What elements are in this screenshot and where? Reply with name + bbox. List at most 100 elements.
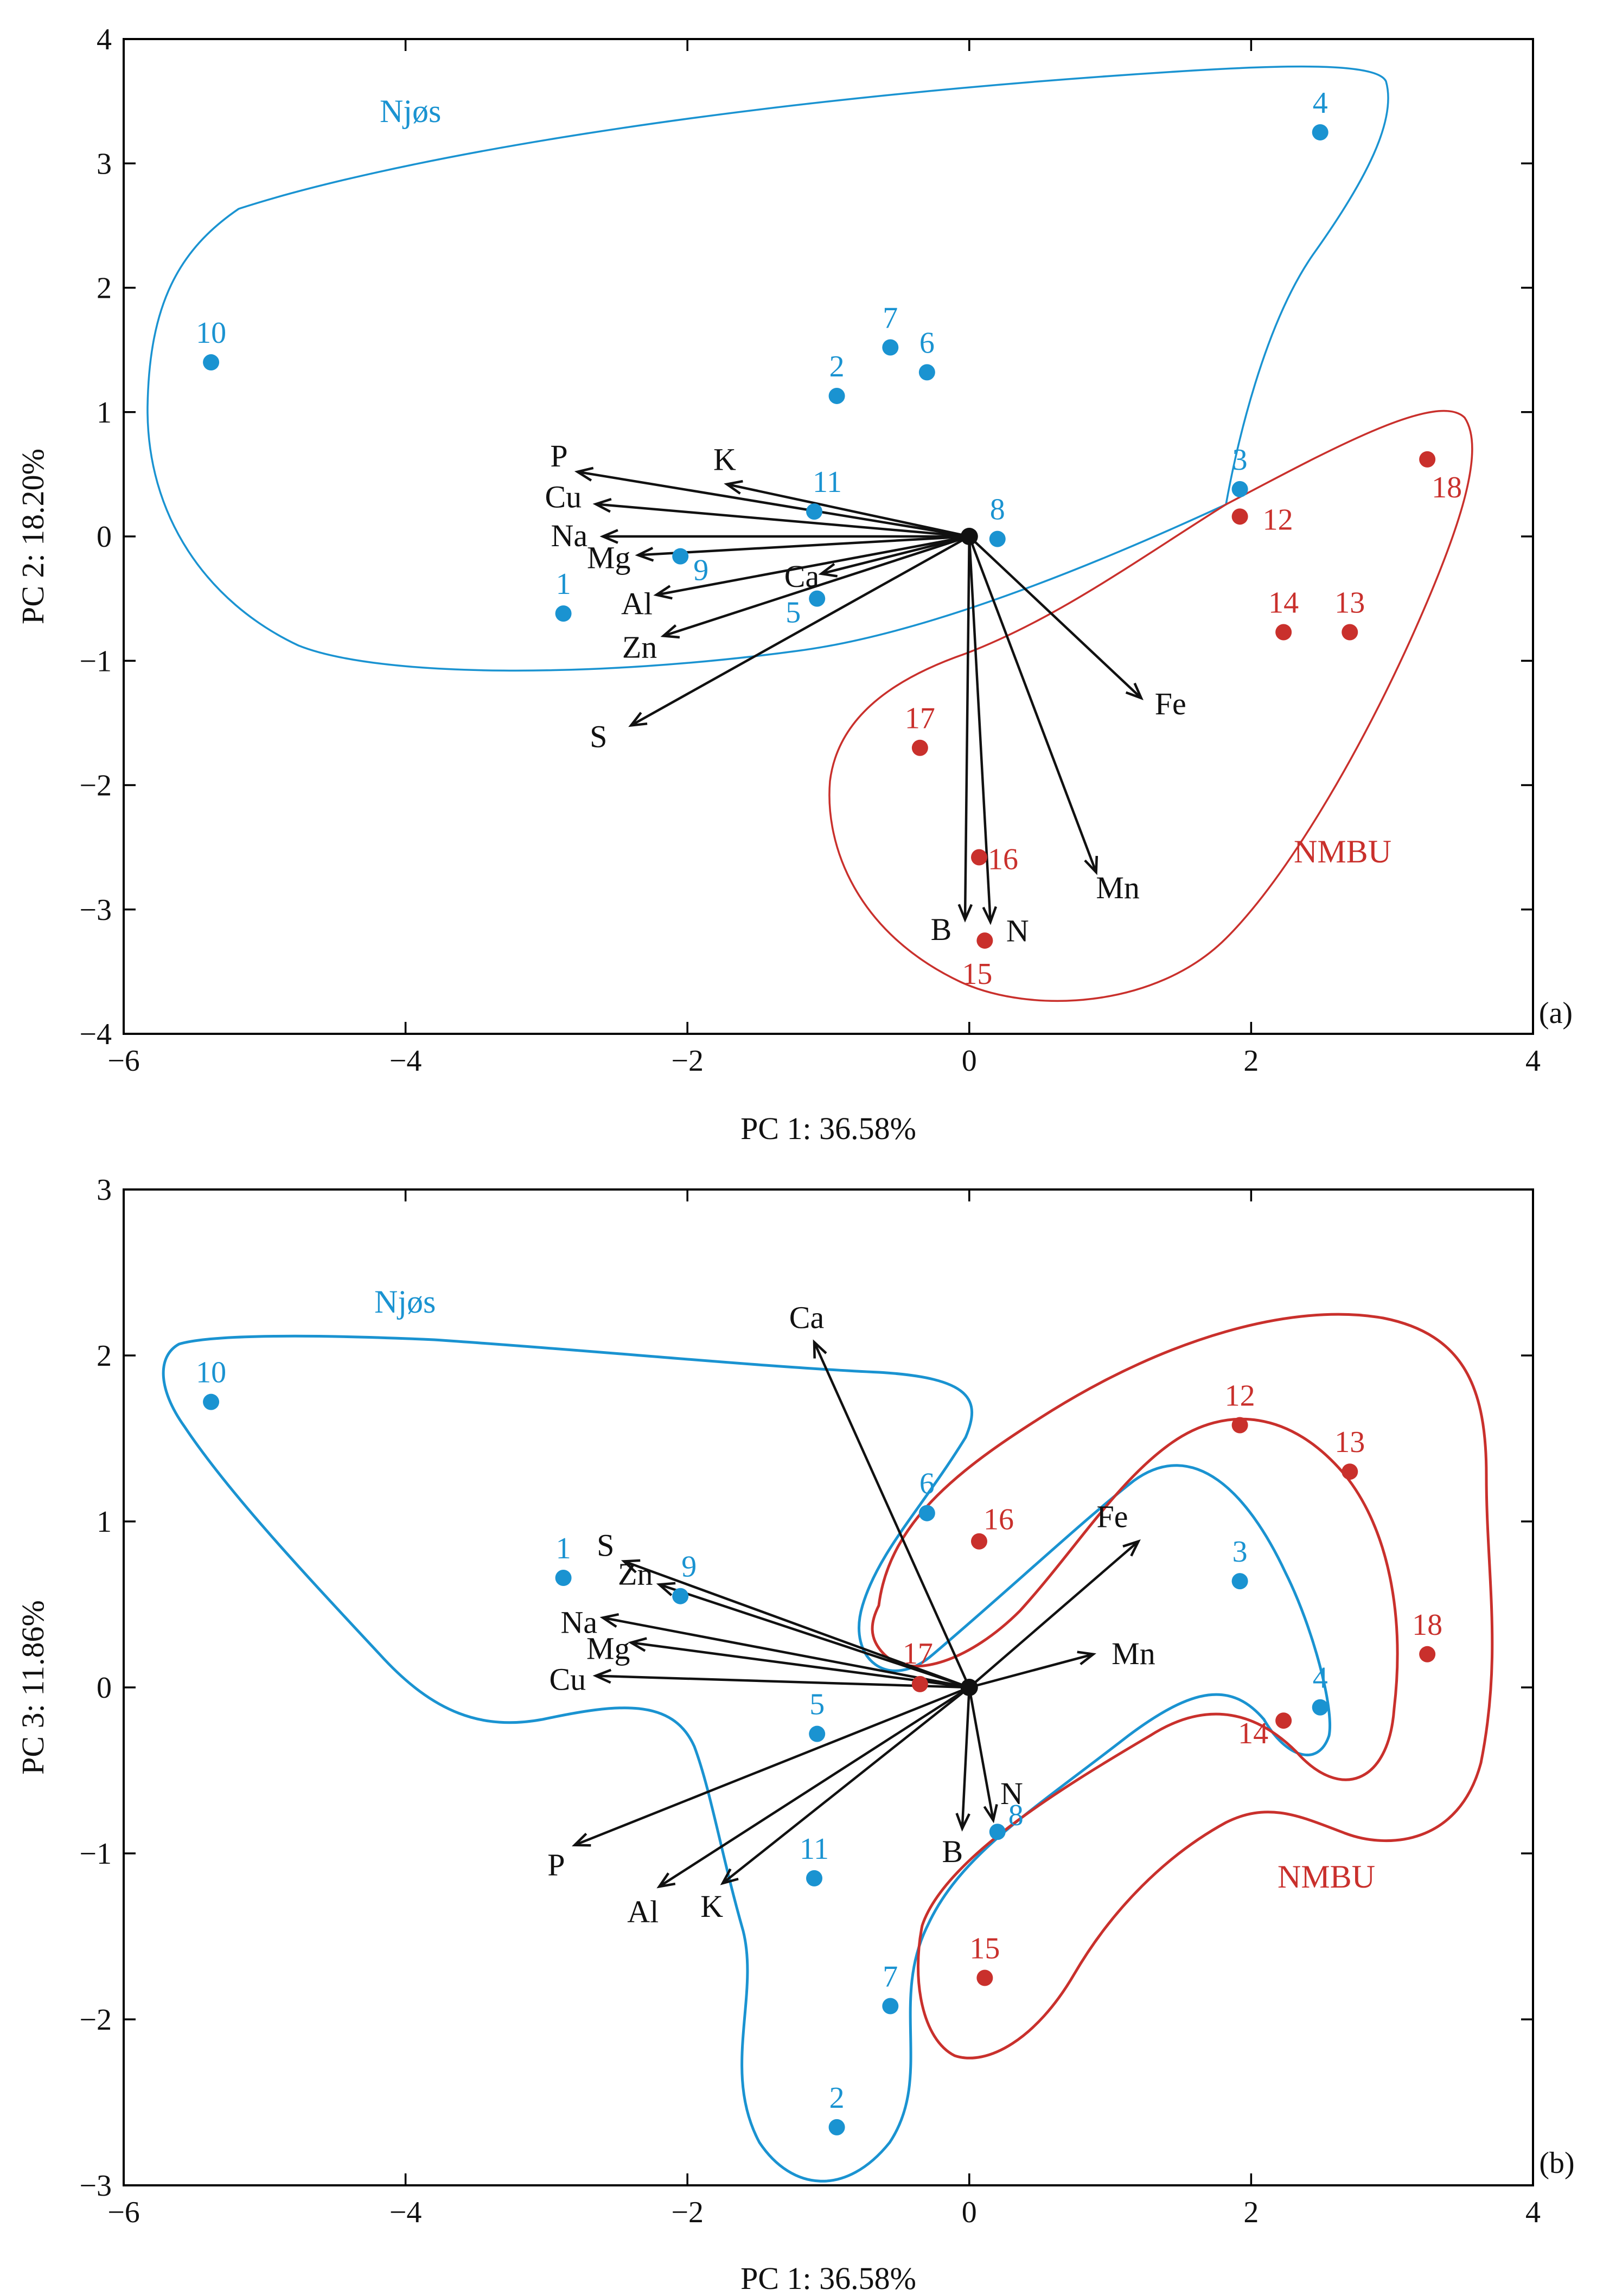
y-tick-label: 1 <box>97 1505 112 1539</box>
sample-label-13: 13 <box>1334 586 1365 620</box>
nmbu-enclosure-b <box>871 1313 1494 2060</box>
loading-vector-al <box>656 535 970 596</box>
sample-point-7 <box>882 1998 899 2014</box>
sample-point-4 <box>1312 124 1328 140</box>
arrowhead-na <box>599 529 618 544</box>
arrowhead-k <box>724 479 743 495</box>
sample-point-11 <box>806 503 823 520</box>
loading-vector-p <box>577 470 970 538</box>
sample-point-18 <box>1419 1646 1436 1662</box>
loading-label-mn: Mn <box>1096 870 1140 905</box>
panel-b-ylabel: PC 3: 11.86% <box>15 1600 50 1775</box>
loading-vector-na <box>602 1616 970 1689</box>
y-tick-label: −4 <box>79 1018 112 1051</box>
loading-label-mg: Mg <box>586 1630 630 1666</box>
sample-point-10 <box>203 1393 220 1410</box>
sample-label-13: 13 <box>1334 1425 1365 1459</box>
sample-point-15 <box>976 932 993 949</box>
loading-label-na: Na <box>560 1604 597 1640</box>
panel-a-origin-dot <box>960 528 978 545</box>
sample-label-6: 6 <box>919 1467 935 1501</box>
x-tick-label: −2 <box>671 1044 704 1078</box>
y-tick-label: 2 <box>97 272 112 305</box>
sample-point-18 <box>1419 451 1436 468</box>
y-tick-label: −3 <box>79 2169 112 2203</box>
sample-point-7 <box>882 339 899 356</box>
group-label-njos-a: Njøs <box>380 93 441 129</box>
arrowhead-p <box>574 466 594 482</box>
loading-vector-k <box>726 483 970 538</box>
arrowhead-zn <box>660 624 680 639</box>
loading-label-s: S <box>590 719 607 754</box>
loading-vector-k <box>721 1686 970 1884</box>
arrowhead-n <box>982 906 998 925</box>
sample-label-16: 16 <box>988 842 1018 876</box>
loading-vector-b <box>963 536 971 920</box>
y-tick-label: −1 <box>79 644 112 678</box>
sample-label-15: 15 <box>969 1932 1000 1966</box>
loading-vector-ca <box>813 1341 970 1688</box>
y-tick-label: 1 <box>97 396 112 430</box>
arrowhead-mg <box>635 547 654 562</box>
sample-label-8: 8 <box>1008 1799 1024 1832</box>
x-tick-label: 2 <box>1243 2196 1259 2229</box>
sample-label-11: 11 <box>800 1832 829 1866</box>
panel-b-letter: (b) <box>1539 2146 1574 2180</box>
sample-label-7: 7 <box>883 1960 898 1994</box>
arrowhead-b <box>957 904 973 923</box>
arrowhead-al <box>653 585 673 600</box>
sample-point-5 <box>809 590 826 607</box>
loading-vector-cu <box>596 503 969 538</box>
loading-label-zn: Zn <box>622 629 657 664</box>
x-tick-label: −4 <box>389 1044 422 1078</box>
loading-label-p: P <box>547 1847 565 1883</box>
loading-vector-mn <box>969 1653 1094 1689</box>
x-tick-label: −6 <box>107 2196 140 2229</box>
loading-label-fe: Fe <box>1155 686 1186 721</box>
sample-point-1 <box>555 1570 572 1587</box>
loading-vector-n <box>968 1687 995 1821</box>
sample-point-3 <box>1231 481 1248 497</box>
sample-point-12 <box>1231 1417 1248 1434</box>
x-tick-label: 2 <box>1243 1044 1259 1078</box>
loading-label-cu: Cu <box>549 1662 586 1697</box>
sample-label-14: 14 <box>1268 586 1299 620</box>
sample-label-17: 17 <box>905 702 935 736</box>
loading-label-na: Na <box>551 518 587 553</box>
y-tick-label: 4 <box>97 23 112 56</box>
arrowhead-s <box>628 712 648 727</box>
loading-label-mg: Mg <box>587 540 631 575</box>
y-tick-label: 0 <box>97 1671 112 1705</box>
sample-point-10 <box>203 354 220 371</box>
arrowhead-k <box>720 1868 739 1885</box>
sample-point-4 <box>1312 1699 1328 1716</box>
loading-label-b: B <box>942 1834 963 1869</box>
sample-label-3: 3 <box>1232 443 1248 477</box>
sample-label-15: 15 <box>962 957 992 991</box>
x-tick-label: 4 <box>1525 2196 1541 2229</box>
arrowhead-al <box>656 1872 676 1889</box>
loading-label-k: K <box>700 1889 723 1924</box>
loading-label-ca: Ca <box>789 1300 824 1335</box>
y-tick-label: −2 <box>79 2003 112 2037</box>
sample-label-17: 17 <box>903 1637 933 1671</box>
loading-label-n: N <box>1006 913 1029 949</box>
sample-point-13 <box>1342 624 1358 641</box>
y-tick-label: −1 <box>79 1837 112 1871</box>
panel-a-xlabel: PC 1: 36.58% <box>740 1111 916 1146</box>
y-tick-label: −3 <box>79 893 112 927</box>
sample-label-2: 2 <box>829 2081 845 2115</box>
sample-label-5: 5 <box>785 596 801 630</box>
group-label-njos-b: Njøs <box>374 1284 436 1320</box>
sample-point-17 <box>911 739 928 756</box>
sample-label-10: 10 <box>196 1356 226 1390</box>
sample-point-6 <box>918 364 935 381</box>
sample-point-6 <box>918 1505 935 1521</box>
y-tick-label: 0 <box>97 520 112 554</box>
loading-label-n: N <box>1000 1776 1023 1811</box>
